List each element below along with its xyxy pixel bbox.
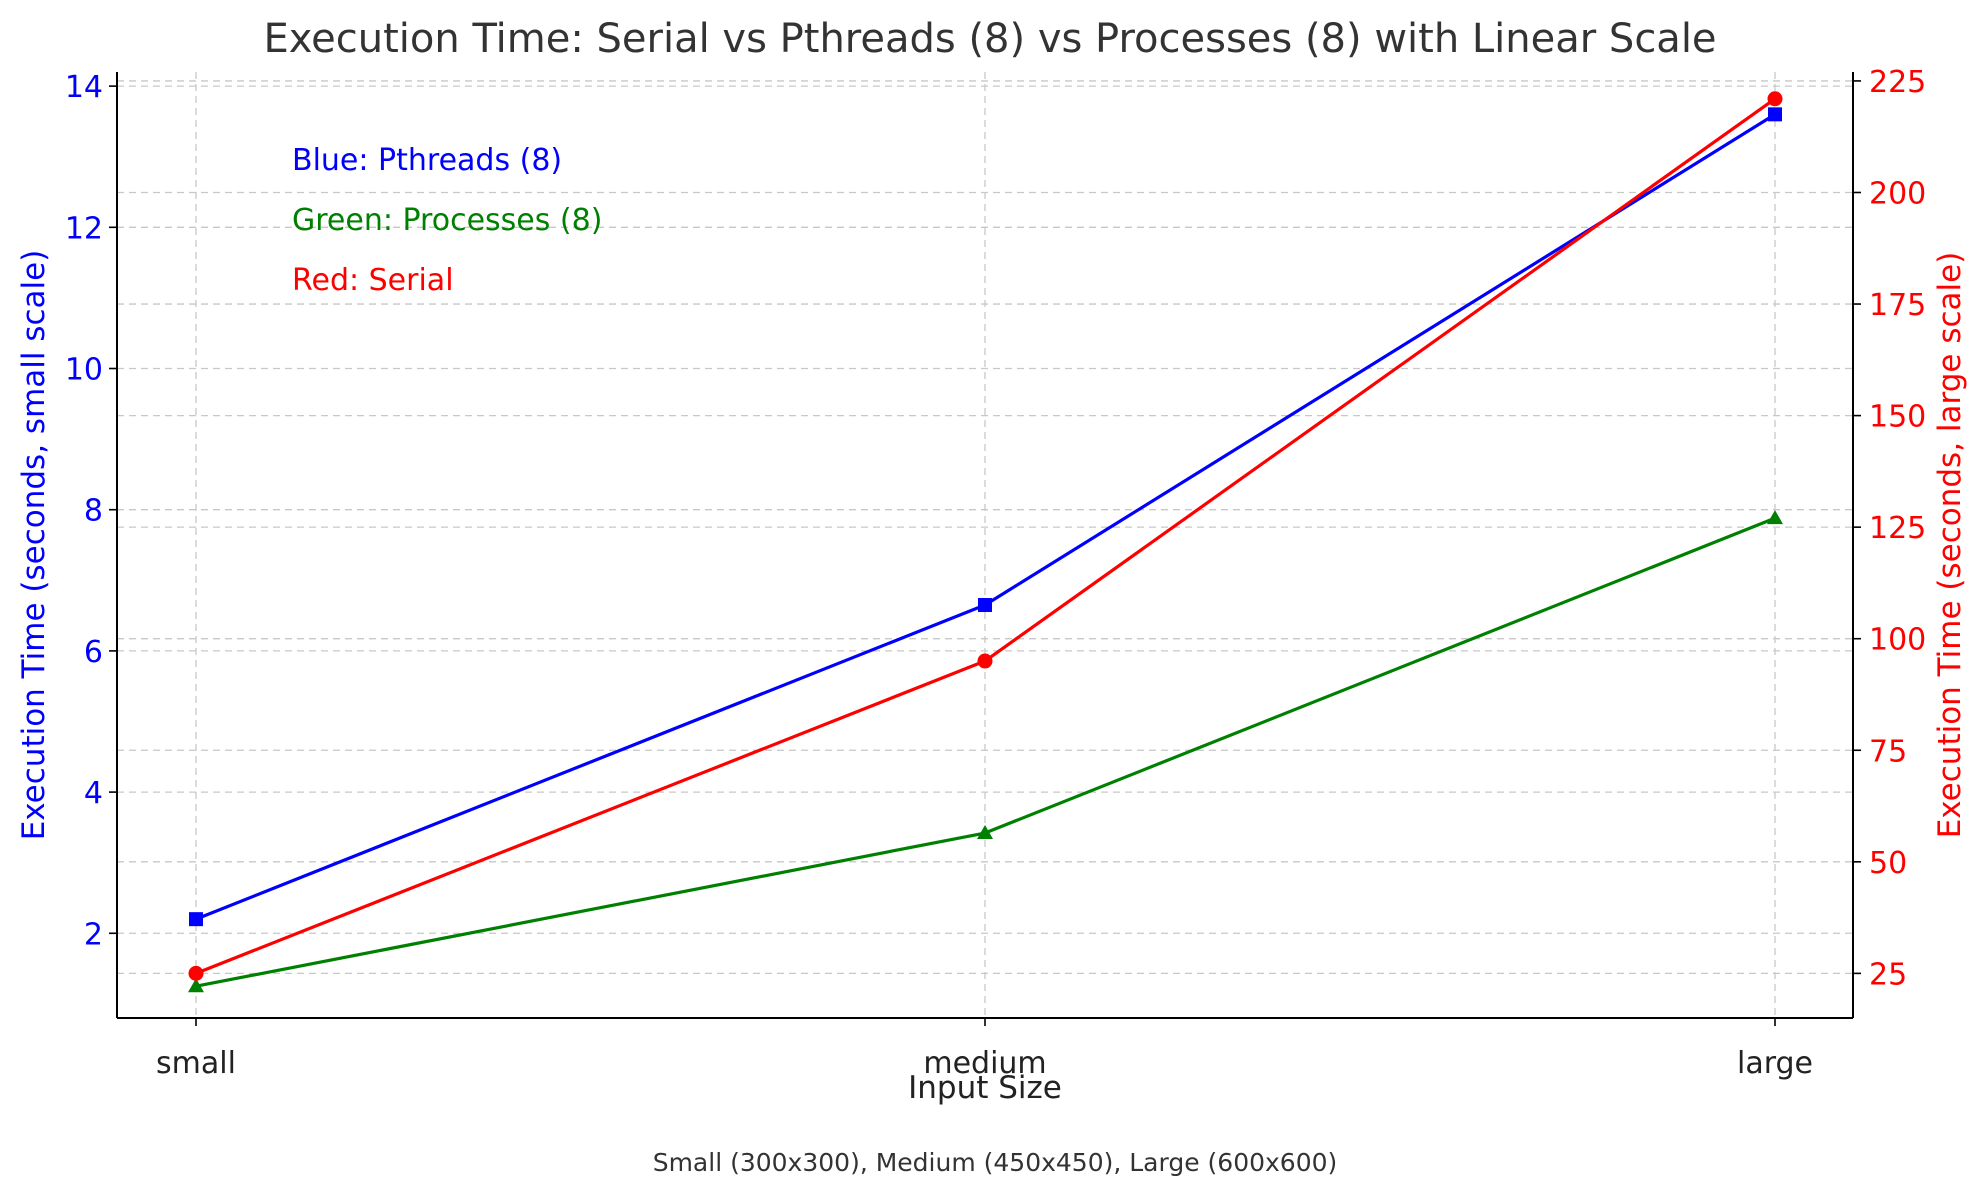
x-tick-label: large xyxy=(1737,1046,1813,1081)
annotation-red-serial: Red: Serial xyxy=(292,263,454,298)
annotation-green-processes: Green: Processes (8) xyxy=(292,203,602,238)
data-point-circle xyxy=(188,965,204,981)
left-y-tick-label: 14 xyxy=(65,70,103,105)
left-y-tick-label: 12 xyxy=(65,211,103,246)
left-y-tick-label: 6 xyxy=(84,635,103,670)
left-y-tick-label: 2 xyxy=(84,917,103,952)
x-tick-label: medium xyxy=(923,1046,1046,1081)
axis-ticks: small medium large 2 4 6 8 10 12 14 25 50 75 100 125 15… xyxy=(65,65,1926,1081)
annotation-blue-pthreads: Blue: Pthreads (8) xyxy=(292,143,562,178)
data-point-triangle xyxy=(188,978,204,993)
right-y-tick-label: 225 xyxy=(1869,65,1926,100)
data-series xyxy=(188,91,1783,993)
right-y-tick-label: 125 xyxy=(1869,511,1926,546)
data-point-triangle xyxy=(977,825,993,840)
right-y-tick-label: 150 xyxy=(1869,400,1926,435)
chart-title: Execution Time: Serial vs Pthreads (8) v… xyxy=(263,16,1716,62)
left-y-tick-label: 8 xyxy=(84,494,103,529)
right-y-tick-label: 200 xyxy=(1869,176,1926,211)
left-y-tick-label: 4 xyxy=(84,776,103,811)
left-y-tick-label: 10 xyxy=(65,353,103,388)
data-point-square xyxy=(1768,107,1782,122)
right-y-tick-label: 75 xyxy=(1869,734,1907,769)
data-point-circle xyxy=(977,653,993,669)
grid-lines xyxy=(117,72,1853,1018)
data-point-circle xyxy=(1767,91,1783,107)
data-point-triangle xyxy=(1767,510,1783,525)
right-y-axis-label: Execution Time (seconds, large scale) xyxy=(1932,252,1968,839)
data-point-square xyxy=(978,598,992,613)
data-point-square xyxy=(189,912,203,927)
left-y-axis-label: Execution Time (seconds, small scale) xyxy=(16,250,52,841)
x-tick-label: small xyxy=(156,1046,236,1081)
x-axis-label: Input Size xyxy=(908,1070,1062,1106)
right-y-tick-label: 100 xyxy=(1869,623,1926,658)
right-y-tick-label: 175 xyxy=(1869,288,1926,323)
right-y-tick-label: 50 xyxy=(1869,846,1907,881)
figure-caption: Small (300x300), Medium (450x450), Large… xyxy=(653,1148,1338,1177)
right-y-tick-label: 25 xyxy=(1869,957,1907,992)
